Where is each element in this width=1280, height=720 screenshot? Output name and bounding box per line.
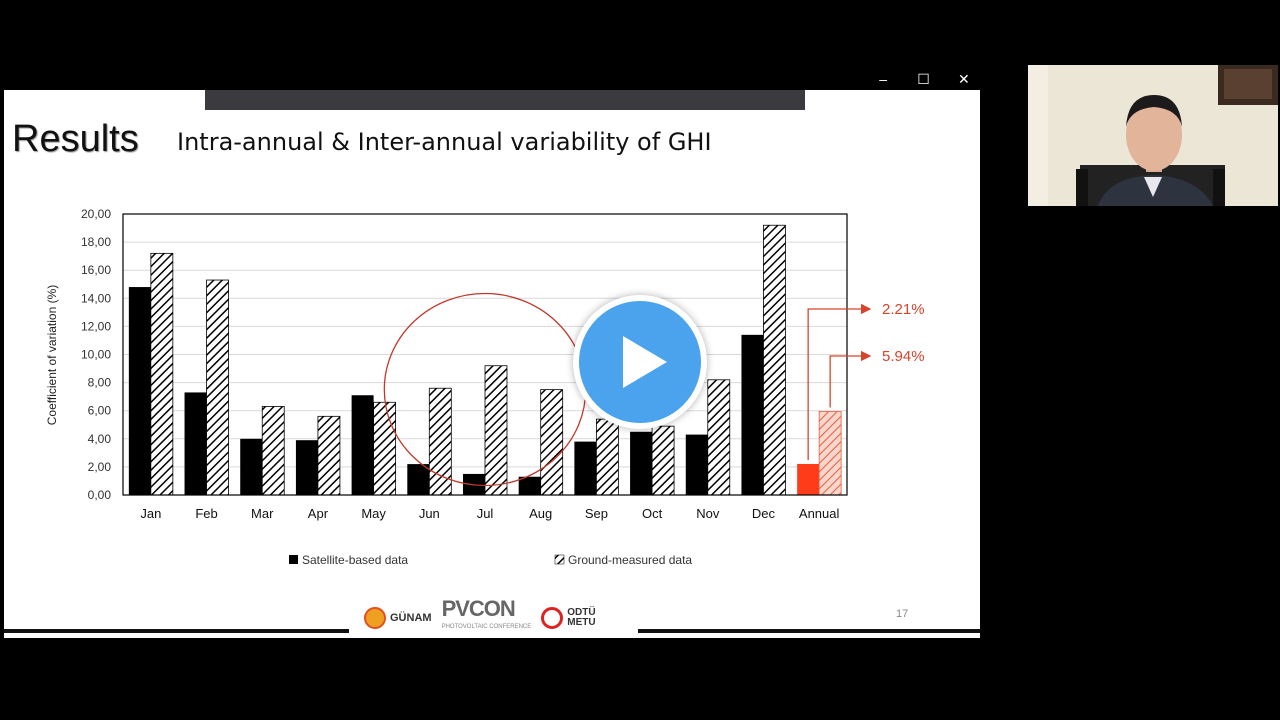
metu-logo: ODTÜ METU <box>541 607 596 629</box>
bar-satellite-nov <box>685 434 708 495</box>
bar-satellite-jan <box>128 287 151 495</box>
x-tick-label: Oct <box>642 506 663 521</box>
bar-ground-nov <box>707 379 731 496</box>
play-icon <box>623 336 667 388</box>
y-tick-label: 12,00 <box>81 319 111 333</box>
legend-ground: Ground-measured data <box>568 553 692 567</box>
slide: Results Intra-annual & Inter-annual vari… <box>4 90 980 638</box>
bar-ground-may <box>373 401 397 496</box>
slide-heading: Results <box>12 118 139 160</box>
bar-satellite-aug <box>518 476 541 495</box>
bar-satellite-jun <box>407 464 430 495</box>
slide-top-bar <box>205 90 805 110</box>
x-tick-label: Apr <box>308 506 329 521</box>
webcam-feed <box>1028 65 1278 206</box>
bar-ground-sep <box>595 418 619 496</box>
close-button[interactable]: ✕ <box>957 70 970 87</box>
footer-divider-right <box>638 629 980 633</box>
maximize-button[interactable]: ☐ <box>917 70 930 87</box>
x-tick-label: Dec <box>752 506 776 521</box>
play-button[interactable] <box>573 295 707 429</box>
y-tick-label: 8,00 <box>88 376 112 390</box>
x-tick-label: Nov <box>696 506 720 521</box>
bar-satellite-annual <box>797 463 820 495</box>
legend: Satellite-based data Ground-measured dat… <box>289 553 692 567</box>
bar-satellite-apr <box>295 440 318 495</box>
footer-divider-left <box>4 629 349 633</box>
metu-emblem-icon <box>541 607 564 629</box>
x-tick-label: Annual <box>799 506 840 521</box>
y-tick-label: 20,00 <box>81 207 111 221</box>
y-axis-label: Coefficient of variation (%) <box>45 285 59 426</box>
bar-satellite-feb <box>184 392 207 495</box>
bar-satellite-oct <box>630 431 653 495</box>
y-tick-label: 2,00 <box>88 460 112 474</box>
minimize-button[interactable]: – <box>879 71 888 87</box>
x-tick-label: Jul <box>477 506 494 521</box>
annotation-arrow <box>807 303 872 460</box>
bar-satellite-may <box>351 395 374 495</box>
y-tick-label: 4,00 <box>88 432 112 446</box>
bar-ground-annual <box>818 411 842 496</box>
plot-frame <box>122 213 848 496</box>
slide-subtitle: Intra-annual & Inter-annual variability … <box>177 128 712 156</box>
bar-ground-oct <box>651 425 675 496</box>
window-controls: – ☐ ✕ <box>863 65 984 93</box>
page-number: 17 <box>896 608 909 620</box>
annotation-label: 2.21% <box>882 301 925 318</box>
bar-ground-jan <box>150 252 174 496</box>
bar-ground-jul <box>484 365 508 496</box>
bar-ground-feb <box>206 279 229 496</box>
bar-satellite-dec <box>741 334 764 495</box>
x-tick-label: Mar <box>251 506 274 521</box>
bottom-strip <box>3 638 984 665</box>
x-tick-label: Sep <box>585 506 608 521</box>
x-tick-label: May <box>361 506 386 521</box>
y-tick-label: 6,00 <box>88 404 112 418</box>
x-tick-label: Jan <box>140 506 161 521</box>
bar-ground-mar <box>261 406 285 496</box>
sun-icon <box>364 607 386 629</box>
y-tick-label: 0,00 <box>88 488 112 502</box>
annotation-arrow <box>829 350 872 408</box>
footer-logos: GÜNAM PVCON PHOTOVOLTAIC CONFERENCE ODTÜ… <box>364 596 634 636</box>
legend-satellite: Satellite-based data <box>302 553 408 567</box>
x-tick-label: Feb <box>195 506 217 521</box>
y-tick-label: 10,00 <box>81 348 111 362</box>
y-tick-label: 14,00 <box>81 291 111 305</box>
y-tick-label: 18,00 <box>81 235 111 249</box>
presenter-video-icon <box>1028 65 1278 206</box>
bar-chart: 0,00 2,00 4,00 6,00 8,00 10,00 12,00 14,00 16,00… <box>45 207 925 567</box>
x-tick-label: Aug <box>529 506 552 521</box>
bar-ground-dec <box>763 224 786 496</box>
x-tick-label: Jun <box>419 506 440 521</box>
bar-ground-aug <box>540 389 564 496</box>
bar-satellite-sep <box>574 441 597 495</box>
annotation-label: 5.94% <box>882 348 925 365</box>
pvcon-logo: PVCON PHOTOVOLTAIC CONFERENCE <box>441 596 532 631</box>
gunam-logo: GÜNAM <box>364 607 432 629</box>
bar-satellite-mar <box>240 438 263 495</box>
y-tick-label: 16,00 <box>81 263 111 277</box>
bar-ground-apr <box>317 415 341 496</box>
